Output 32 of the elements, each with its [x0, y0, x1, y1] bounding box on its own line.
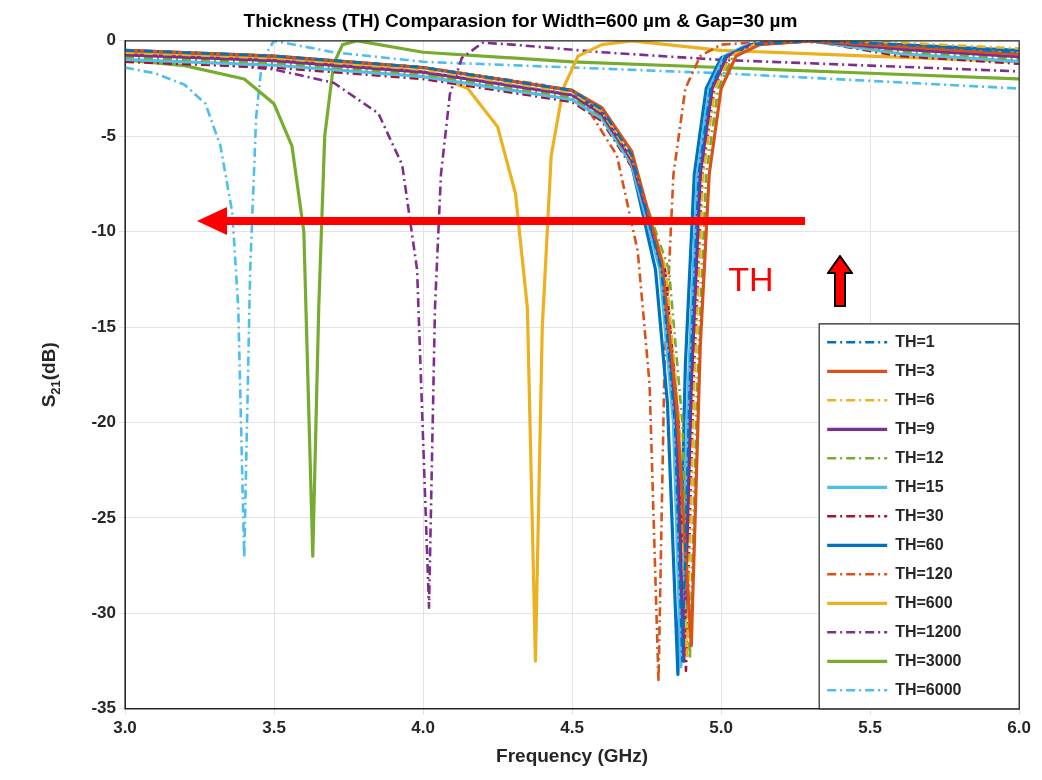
- x-tick-label: 3.0: [113, 717, 137, 737]
- legend-label: TH=6: [895, 390, 935, 408]
- x-tick-label: 4.5: [560, 717, 584, 737]
- legend-label: TH=15: [895, 477, 944, 495]
- legend-label: TH=120: [895, 564, 953, 582]
- x-axis-title: Frequency (GHz): [496, 744, 649, 766]
- legend-label: TH=12: [895, 448, 944, 466]
- legend-label: TH=60: [895, 535, 944, 553]
- chart-title: Thickness (TH) Comparasion for Width=600 µm & Gap=30 µm: [243, 9, 798, 31]
- legend-label: TH=3: [895, 361, 935, 379]
- y-tick-label: -25: [91, 507, 116, 527]
- x-tick-label: 4.0: [411, 717, 435, 737]
- y-tick-label: -10: [91, 221, 116, 241]
- legend-label: TH=1200: [895, 622, 962, 640]
- y-tick-label: -20: [91, 412, 116, 432]
- annotation: TH: [728, 259, 774, 298]
- legend-label: TH=1: [895, 332, 935, 350]
- x-tick-label: 5.0: [709, 717, 733, 737]
- y-tick-label: 0: [106, 30, 116, 50]
- x-tick-label: 5.5: [858, 717, 882, 737]
- y-axis-title: S21(dB): [38, 342, 64, 408]
- legend-label: TH=30: [895, 506, 944, 524]
- y-tick-label: -5: [100, 125, 116, 145]
- legend-label: TH=3000: [895, 651, 962, 669]
- x-tick-label: 3.5: [262, 717, 286, 737]
- legend-label: TH=9: [895, 419, 935, 437]
- legend-label: TH=600: [895, 593, 953, 611]
- y-tick-label: -15: [91, 316, 116, 336]
- y-tick-label: -35: [91, 698, 116, 718]
- x-tick-label: 6.0: [1007, 717, 1031, 737]
- y-tick-label: -30: [91, 603, 116, 623]
- legend-label: TH=6000: [895, 680, 962, 698]
